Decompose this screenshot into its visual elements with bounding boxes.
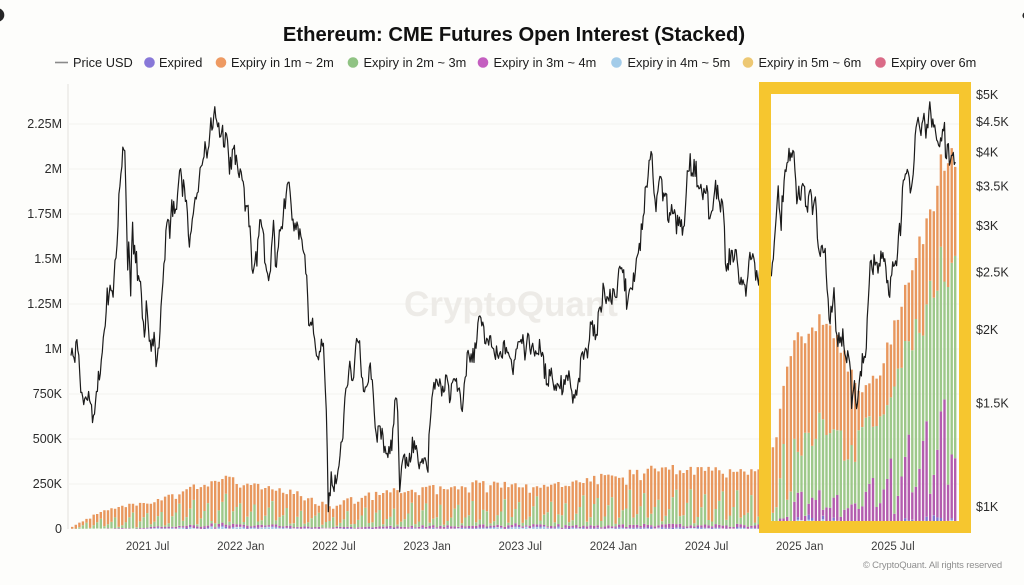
svg-text:1.75M: 1.75M xyxy=(27,207,62,221)
svg-text:$2K: $2K xyxy=(976,323,999,337)
svg-text:$4.5K: $4.5K xyxy=(976,115,1009,129)
svg-text:Ethereum: CME Futures Open Int: Ethereum: CME Futures Open Interest (Sta… xyxy=(283,24,745,46)
svg-text:Price USD: Price USD xyxy=(73,55,133,70)
svg-text:$3.5K: $3.5K xyxy=(976,180,1009,194)
svg-text:Expiry in 3m ~ 4m: Expiry in 3m ~ 4m xyxy=(494,55,597,70)
svg-text:2M: 2M xyxy=(45,162,62,176)
svg-text:Expiry over 6m: Expiry over 6m xyxy=(891,55,976,70)
svg-text:Expiry in 1m ~ 2m: Expiry in 1m ~ 2m xyxy=(231,55,334,70)
svg-text:1.25M: 1.25M xyxy=(27,297,62,311)
svg-text:2023 Jan: 2023 Jan xyxy=(403,541,450,553)
svg-text:2024 Jul: 2024 Jul xyxy=(685,541,728,553)
svg-text:2022 Jan: 2022 Jan xyxy=(217,541,264,553)
svg-text:2023 Jul: 2023 Jul xyxy=(498,541,541,553)
svg-text:2022 Jul: 2022 Jul xyxy=(312,541,355,553)
svg-text:2024 Jan: 2024 Jan xyxy=(590,541,637,553)
svg-text:0: 0 xyxy=(55,522,62,536)
svg-text:2025 Jan: 2025 Jan xyxy=(776,541,823,553)
svg-text:Expiry in 5m ~ 6m: Expiry in 5m ~ 6m xyxy=(759,55,862,70)
svg-text:2025 Jul: 2025 Jul xyxy=(871,541,914,553)
svg-text:1M: 1M xyxy=(45,342,62,356)
svg-text:Expiry in 4m ~ 5m: Expiry in 4m ~ 5m xyxy=(628,55,731,70)
svg-text:Expiry in 2m ~ 3m: Expiry in 2m ~ 3m xyxy=(364,55,467,70)
svg-text:CryptoQuant: CryptoQuant xyxy=(404,285,618,324)
svg-text:250K: 250K xyxy=(33,477,63,491)
svg-text:$3K: $3K xyxy=(976,219,999,233)
svg-text:$2.5K: $2.5K xyxy=(976,266,1009,280)
svg-text:500K: 500K xyxy=(33,432,63,446)
svg-text:$1K: $1K xyxy=(976,500,999,514)
svg-text:$1.5K: $1.5K xyxy=(976,396,1009,410)
svg-text:750K: 750K xyxy=(33,387,63,401)
svg-text:2.25M: 2.25M xyxy=(27,117,62,131)
svg-text:$4K: $4K xyxy=(976,145,999,159)
svg-text:Expired: Expired xyxy=(159,55,202,70)
svg-text:$5K: $5K xyxy=(976,88,999,102)
svg-text:© CryptoQuant. All rights rese: © CryptoQuant. All rights reserved xyxy=(863,560,1002,571)
svg-text:2021 Jul: 2021 Jul xyxy=(126,541,169,553)
svg-text:1.5M: 1.5M xyxy=(34,252,62,266)
